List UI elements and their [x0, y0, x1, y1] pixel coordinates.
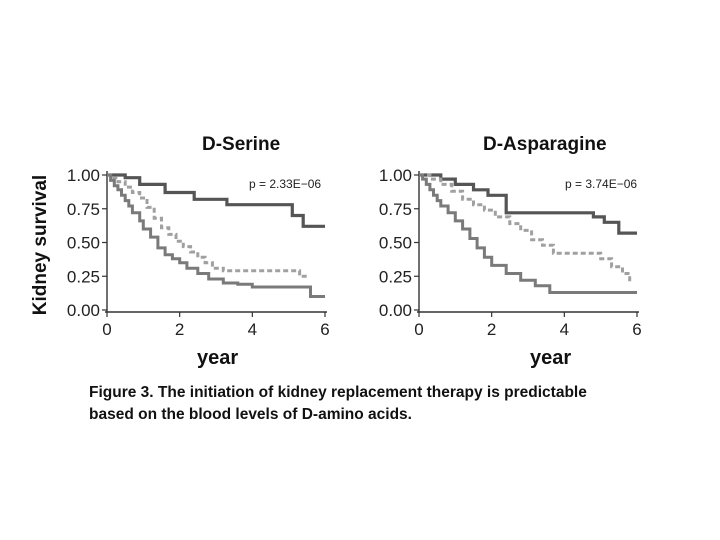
chart-serine-series-dashed: [107, 173, 307, 278]
chart-asparagine-y-tick-label: 0.50: [379, 234, 412, 253]
chart-serine-x-tick-label: 0: [102, 320, 111, 339]
chart-serine-series: [107, 173, 325, 298]
chart-asparagine-axes: [417, 171, 639, 313]
chart-serine-y-tick-label: 0.00: [67, 301, 100, 320]
chart-asparagine-series: [419, 173, 637, 294]
chart-serine-y-tick-label: 1.00: [67, 166, 100, 185]
chart-asparagine-p-value: p = 3.74E−06: [565, 177, 637, 191]
chart-serine-y-tick-label: 0.25: [67, 267, 100, 286]
chart-asparagine-x-tick-label: 4: [560, 320, 569, 339]
caption-line-1: Figure 3. The initiation of kidney repla…: [89, 384, 587, 401]
chart-serine-ticks: 0.00 0.25 0.50 0.75 1.00 0 2 4 6: [67, 166, 330, 339]
chart-asparagine-y-tick-label: 0.00: [379, 301, 412, 320]
chart-asparagine-x-tick-label: 0: [414, 320, 423, 339]
caption-line-2: based on the blood levels of D-amino aci…: [89, 406, 412, 423]
x-axis-label-asparagine: year: [530, 347, 572, 369]
figure-caption: Figure 3. The initiation of kidney repla…: [89, 382, 689, 426]
chart-serine-series-solid-light: [107, 173, 325, 298]
chart-serine-y-tick-label: 0.75: [67, 200, 100, 219]
chart-serine: 0.00 0.25 0.50 0.75 1.00 0 2 4 6 p = 2.33E−06: [67, 166, 330, 339]
chart-asparagine-ticks: 0.00 0.25 0.50 0.75 1.00 0 2 4 6: [379, 166, 642, 339]
chart-serine-x-tick-label: 6: [320, 320, 329, 339]
y-axis-label: Kidney survival: [30, 174, 51, 316]
chart-asparagine-series-dashed: [419, 173, 632, 283]
chart-asparagine-y-tick-label: 0.25: [379, 267, 412, 286]
x-axis-label-serine: year: [197, 347, 239, 369]
chart-asparagine-y-tick-label: 1.00: [379, 166, 412, 185]
chart-asparagine-y-tick-label: 0.75: [379, 200, 412, 219]
chart-serine-x-tick-label: 4: [248, 320, 257, 339]
chart-serine-series-solid-dark: [107, 173, 325, 228]
chart-asparagine-x-tick-label: 6: [632, 320, 641, 339]
panel-title-serine: D-Serine: [202, 134, 281, 155]
chart-serine-x-tick-label: 2: [175, 320, 184, 339]
chart-serine-y-tick-label: 0.50: [67, 234, 100, 253]
chart-asparagine-series-solid-dark: [419, 173, 637, 235]
chart-serine-p-value: p = 2.33E−06: [249, 177, 321, 191]
chart-serine-axes: [105, 171, 327, 313]
chart-asparagine-series-solid-light: [419, 173, 637, 294]
chart-asparagine-x-tick-label: 2: [487, 320, 496, 339]
panel-title-asparagine: D-Asparagine: [483, 134, 607, 155]
chart-asparagine: 0.00 0.25 0.50 0.75 1.00 0 2 4 6 p = 3.74E−06: [379, 166, 642, 339]
